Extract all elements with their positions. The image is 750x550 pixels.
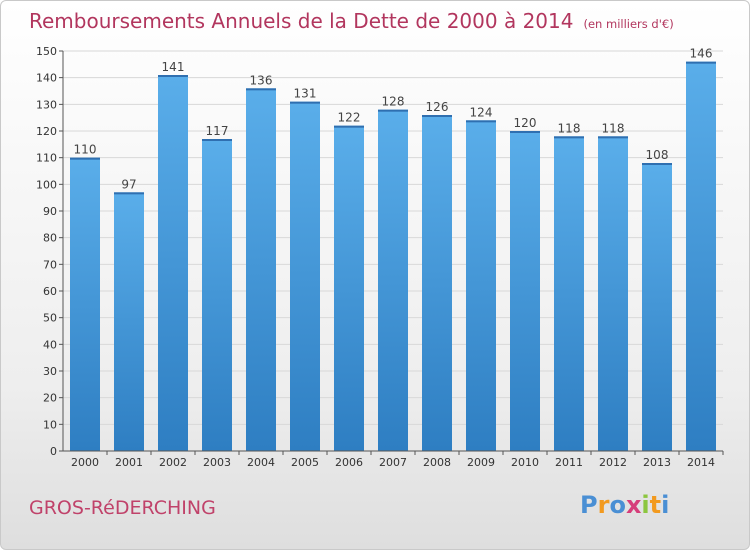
logo-letter: t — [649, 491, 662, 519]
y-tick-label: 140 — [36, 72, 57, 85]
bar — [422, 115, 452, 451]
bar — [378, 109, 408, 452]
x-tick-label: 2009 — [467, 456, 495, 469]
bar — [642, 163, 672, 451]
y-tick-label: 20 — [43, 392, 57, 405]
bar-top-edge — [510, 131, 540, 133]
bar-top-edge — [70, 157, 100, 160]
bar-top-edge — [334, 125, 364, 128]
bar — [114, 192, 144, 452]
bar — [246, 88, 276, 451]
bar-value-label: 146 — [690, 47, 713, 61]
bars: 110 97 141 117 136 131 122 128 126 124 120 118 118 10… — [70, 47, 716, 452]
bar — [70, 157, 100, 451]
x-tick-label: 2012 — [599, 456, 627, 469]
x-tick-label: 2001 — [115, 456, 143, 469]
logo-letter: P — [580, 491, 598, 519]
x-tick-label: 2002 — [159, 456, 187, 469]
bar-value-label: 120 — [514, 116, 537, 130]
bar-top-edge — [114, 192, 144, 195]
bar-value-label: 108 — [646, 148, 669, 162]
y-tick-label: 80 — [43, 232, 57, 245]
axes: 0 10 20 30 40 50 60 70 80 90 100 110 120 130 140 150 200… — [36, 45, 724, 469]
x-tick-label: 2007 — [379, 456, 407, 469]
town-name: GROS-RéDERCHING — [29, 497, 216, 519]
chart-title: Remboursements Annuels de la Dette de 20… — [29, 9, 674, 33]
y-tick-label: 90 — [43, 205, 57, 218]
bar-top-edge — [378, 109, 408, 112]
bar-top-edge — [246, 88, 276, 91]
bar-top-edge — [642, 163, 672, 165]
y-tick-label: 100 — [36, 178, 57, 191]
x-tick-label: 2011 — [555, 456, 583, 469]
bar — [598, 136, 628, 452]
chart-unit: (en milliers d'€) — [583, 17, 674, 31]
x-tick-label: 2004 — [247, 456, 275, 469]
y-tick-label: 110 — [36, 152, 57, 165]
bar-top-edge — [422, 115, 452, 117]
y-tick-label: 120 — [36, 125, 57, 138]
bar — [290, 101, 320, 452]
bar — [466, 120, 496, 451]
bar-top-edge — [686, 61, 716, 64]
y-tick-label: 10 — [43, 418, 57, 431]
bar — [158, 75, 188, 451]
bar-value-label: 126 — [426, 100, 449, 114]
x-tick-label: 2000 — [71, 456, 99, 469]
logo-letter: i — [641, 491, 650, 519]
x-tick-label: 2008 — [423, 456, 451, 469]
bar-value-label: 122 — [338, 111, 361, 125]
y-tick-label: 150 — [36, 45, 57, 58]
x-tick-label: 2003 — [203, 456, 231, 469]
bar-value-label: 131 — [294, 87, 317, 101]
bar-value-label: 136 — [250, 73, 273, 87]
chart-title-text: Remboursements Annuels de la Dette de 20… — [29, 9, 574, 33]
proxiti-logo: Proxiti — [580, 491, 669, 519]
bar-value-label: 97 — [121, 177, 136, 191]
bar-value-label: 118 — [558, 121, 581, 135]
y-tick-label: 130 — [36, 98, 57, 111]
bar-top-edge — [158, 75, 188, 77]
bar — [202, 139, 232, 451]
bar-value-label: 141 — [162, 60, 185, 74]
bar-value-label: 117 — [206, 124, 229, 138]
y-tick-label: 30 — [43, 365, 57, 378]
bar-value-label: 128 — [382, 95, 405, 109]
x-tick-label: 2006 — [335, 456, 363, 469]
bar — [334, 125, 364, 452]
y-tick-label: 40 — [43, 338, 57, 351]
x-tick-label: 2010 — [511, 456, 539, 469]
logo-letter: o — [609, 491, 626, 519]
bar-value-label: 110 — [74, 143, 97, 157]
bar-top-edge — [290, 101, 320, 104]
x-tick-label: 2014 — [687, 456, 715, 469]
bar-top-edge — [466, 120, 496, 123]
y-tick-label: 0 — [50, 445, 57, 458]
bar-top-edge — [598, 136, 628, 139]
logo-letter: r — [597, 491, 610, 519]
bar-value-label: 118 — [602, 121, 625, 135]
bar-value-label: 124 — [470, 105, 493, 119]
logo-letter: x — [625, 491, 642, 519]
y-tick-label: 60 — [43, 285, 57, 298]
bar — [686, 61, 716, 452]
x-tick-label: 2013 — [643, 456, 671, 469]
y-tick-label: 50 — [43, 312, 57, 325]
x-tick-label: 2005 — [291, 456, 319, 469]
bar — [510, 131, 540, 451]
bar-top-edge — [202, 139, 232, 141]
bar-top-edge — [554, 136, 584, 139]
logo-letter: i — [661, 491, 670, 519]
y-tick-label: 70 — [43, 258, 57, 271]
bar — [554, 136, 584, 452]
